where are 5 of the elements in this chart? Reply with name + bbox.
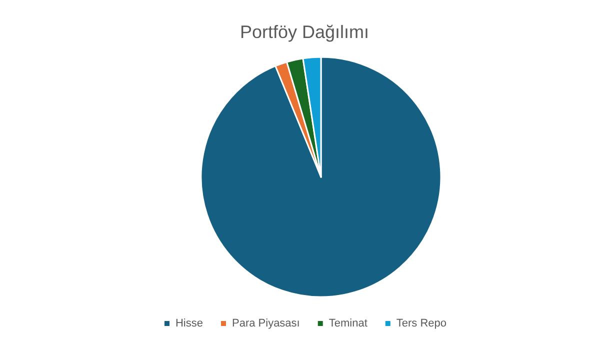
- legend-label: Hisse: [175, 318, 204, 330]
- chart-title: Portföy Dağılımı: [240, 22, 370, 42]
- legend-label: Ters Repo: [396, 318, 447, 330]
- legend-label: Para Piyasası: [232, 318, 300, 330]
- legend-label: Teminat: [328, 318, 368, 330]
